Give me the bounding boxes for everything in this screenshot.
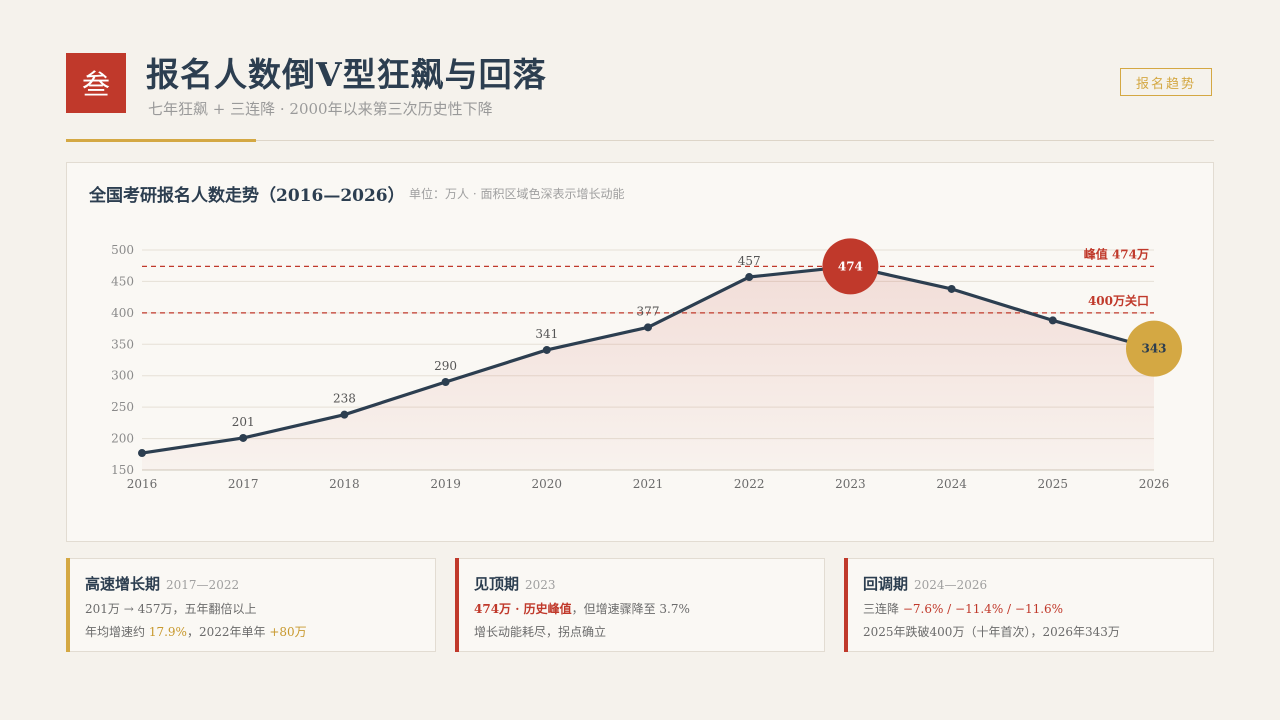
x-tick-label: 2021: [633, 477, 664, 491]
data-label: 457: [738, 254, 761, 268]
latest-value-label: 343: [1141, 342, 1166, 356]
chart-card: 全国考研报名人数走势（2016—2026） 单位：万人 · 面积区域色深表示增长…: [66, 162, 1214, 542]
latest-point: [1126, 320, 1182, 377]
x-tick-label: 2023: [835, 477, 866, 491]
phase-accent-bar: [66, 558, 70, 652]
line-chart: 150 200 250 300 350 400 450 500 2016 2017 2018 2019…: [111, 238, 1182, 491]
page-title: 报名人数倒V型狂飙与回落: [146, 55, 547, 94]
data-point: [745, 273, 754, 282]
x-tick-label: 2025: [1038, 477, 1069, 491]
phase-line: 201万 → 457万，五年翻倍以上: [85, 602, 257, 616]
section-badge: 叁: [66, 53, 126, 113]
phase-line: 年均增速约 17.9%，2022年单年 +80万: [85, 625, 307, 639]
phase-accent-bar: [844, 558, 848, 652]
topic-tag: 报名趋势: [1120, 68, 1212, 96]
x-tick-label: 2016: [127, 477, 158, 491]
y-tick-label: 150: [111, 463, 134, 477]
x-tick-label: 2020: [532, 477, 563, 491]
phase-period: 2017—2022: [166, 578, 240, 592]
phase-line: 三连降 −7.6% / −11.4% / −11.6%: [863, 602, 1064, 616]
data-point: [644, 323, 652, 332]
data-point: [340, 410, 349, 419]
peak-value-label: 474: [838, 259, 863, 273]
phase-period: 2023: [525, 578, 556, 592]
data-label: 377: [637, 304, 660, 318]
y-tick-label: 500: [111, 243, 134, 257]
y-tick-label: 350: [111, 337, 134, 351]
data-point: [138, 449, 146, 458]
y-tick-label: 200: [111, 432, 134, 446]
phase-title: 回调期 2024—2026: [863, 575, 988, 593]
chart-unit-note: 单位：万人 · 面积区域色深表示增长动能: [409, 187, 625, 201]
x-tick-label: 2022: [734, 477, 765, 491]
header-divider: [66, 140, 1214, 141]
x-tick-label: 2024: [936, 477, 967, 491]
phase-title: 高速增长期 2017—2022: [85, 575, 240, 593]
reference-line-label: 峰值 474万: [1084, 246, 1149, 261]
x-tick-label: 2017: [228, 477, 259, 491]
phase-line: 474万 · 历史峰值，但增速骤降至 3.7%: [474, 602, 690, 616]
x-tick-label: 2019: [430, 477, 461, 491]
phase-period: 2024—2026: [914, 578, 988, 592]
reference-line-label: 400万关口: [1088, 293, 1149, 308]
data-point: [1048, 316, 1057, 325]
phase-card-decline: 回调期 2024—2026 三连降 −7.6% / −11.4% / −11.6%…: [844, 558, 1214, 652]
data-label: 341: [535, 327, 558, 341]
peak-point: [822, 238, 879, 295]
y-tick-label: 250: [111, 400, 134, 414]
data-point: [239, 433, 248, 442]
data-point: [542, 345, 551, 354]
data-point: [947, 284, 956, 293]
header-divider-accent: [66, 139, 256, 142]
y-tick-label: 450: [111, 274, 134, 288]
data-label: 201: [232, 415, 255, 429]
phase-accent-bar: [455, 558, 459, 652]
data-point: [441, 378, 450, 386]
page-subtitle: 七年狂飙 + 三连降 · 2000年以来第三次历史性下降: [148, 100, 493, 118]
phase-line: 2025年跌破400万（十年首次），2026年343万: [863, 625, 1120, 639]
area-fill: [142, 266, 1154, 470]
phase-line: 增长动能耗尽，拐点确立: [474, 625, 607, 639]
y-tick-label: 400: [111, 306, 134, 320]
chart-title: 全国考研报名人数走势（2016—2026）: [89, 186, 405, 206]
phase-card-growth: 高速增长期 2017—2022 201万 → 457万，五年翻倍以上 年均增速约 …: [66, 558, 436, 652]
x-tick-label: 2026: [1139, 477, 1170, 491]
phase-title: 见顶期 2023: [474, 575, 556, 593]
data-label: 238: [333, 392, 356, 406]
x-tick-label: 2018: [329, 477, 360, 491]
data-label: 290: [434, 359, 457, 373]
y-tick-label: 300: [111, 369, 134, 383]
phase-card-peak: 见顶期 2023 474万 · 历史峰值，但增速骤降至 3.7% 增长动能耗尽，拐…: [455, 558, 825, 652]
